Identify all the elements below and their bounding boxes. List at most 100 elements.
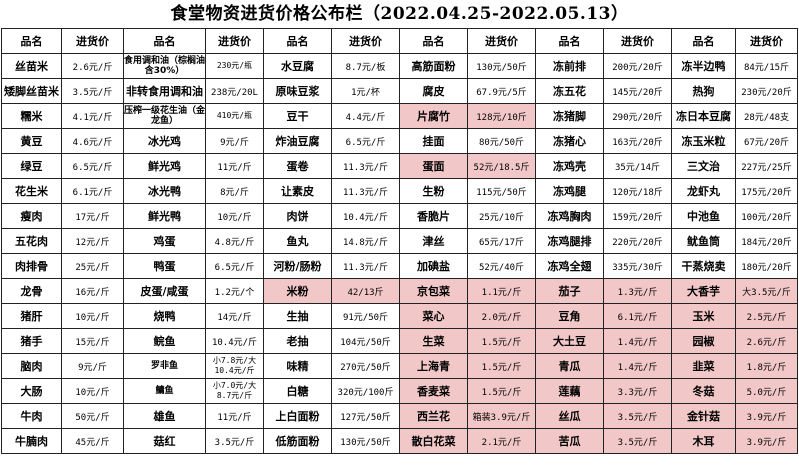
item-name-cell: 冻猪脚 [535, 103, 604, 129]
item-name-cell: 鲜光鸡 [123, 153, 206, 179]
item-price-cell: 290元/20斤 [603, 103, 672, 129]
item-price-cell: 52元/18.5斤 [467, 153, 536, 179]
item-price-cell: 3.3元/斤 [603, 378, 672, 404]
item-price-cell: 180元/20斤 [735, 253, 798, 279]
item-price-cell: 42/13斤 [331, 278, 400, 304]
item-price-cell: 145元/20斤 [603, 78, 672, 104]
item-price-cell: 130元/50斤 [467, 53, 536, 79]
item-price-cell: 1.5元/斤 [467, 378, 536, 404]
item-name-cell: 蛋卷 [263, 153, 332, 179]
item-name-cell: 鱼丸 [263, 228, 332, 254]
item-price-cell: 12元/斤 [61, 228, 124, 254]
item-name-cell: 豆干 [263, 103, 332, 129]
item-name-cell: 京包菜 [399, 278, 468, 304]
item-name-cell: 脑肉 [1, 353, 62, 379]
item-name-cell: 冰光鸭 [123, 178, 206, 204]
item-name-cell: 大肠 [1, 378, 62, 404]
item-price-cell: 130元/50斤 [331, 428, 400, 454]
table-row: 五花肉 12元/斤 鸡蛋 4.8元/斤 鱼丸 14.8元/斤 津丝 65元/17斤 冻鸡腿排 22… [1, 228, 798, 254]
item-name-cell: 龙骨 [1, 278, 62, 304]
item-name-cell: 西兰花 [399, 403, 468, 429]
item-price-cell: 159元/20斤 [603, 203, 672, 229]
table-row: 脑肉 9元/斤 罗非鱼 小7.8元/大10.4元/斤 味精 270元/50斤 上海青 1.5元… [1, 353, 798, 379]
item-price-cell: 3.9元/斤 [735, 403, 798, 429]
item-name-cell: 鲩鱼 [123, 328, 206, 354]
item-price-cell: 4.6元/斤 [61, 128, 124, 154]
item-name-cell: 黄豆 [1, 128, 62, 154]
item-name-cell: 绿豆 [1, 153, 62, 179]
item-name-cell: 味精 [263, 353, 332, 379]
item-price-cell: 8元/斤 [205, 178, 264, 204]
item-name-cell: 老抽 [263, 328, 332, 354]
item-name-cell: 牛肉 [1, 403, 62, 429]
item-price-cell: 65元/17斤 [467, 228, 536, 254]
item-name-cell: 加碘盐 [399, 253, 468, 279]
item-price-cell: 28元/48支 [735, 103, 798, 129]
item-price-cell: 1.8元/斤 [735, 353, 798, 379]
item-price-cell: 17元/斤 [61, 203, 124, 229]
item-price-cell: 16元/斤 [61, 278, 124, 304]
item-price-cell: 11.3元/斤 [331, 153, 400, 179]
item-name-cell: 木耳 [671, 428, 736, 454]
item-name-cell: 生粉 [399, 178, 468, 204]
item-name-cell: 生菜 [399, 328, 468, 354]
item-price-cell: 2.6元/斤 [735, 328, 798, 354]
item-price-cell: 10元/斤 [61, 378, 124, 404]
item-name-cell: 冬菇 [671, 378, 736, 404]
item-name-cell: 牛腩肉 [1, 428, 62, 454]
item-name-cell: 三文治 [671, 153, 736, 179]
item-price-cell: 3.5元/斤 [603, 428, 672, 454]
item-name-cell: 让素皮 [263, 178, 332, 204]
item-price-cell: 3.5元/斤 [603, 403, 672, 429]
item-name-cell: 大香芋 [671, 278, 736, 304]
item-price-cell: 184元/20斤 [735, 228, 798, 254]
item-name-cell: 瘦肉 [1, 203, 62, 229]
item-name-cell: 韭菜 [671, 353, 736, 379]
item-name-cell: 莲藕 [535, 378, 604, 404]
table-row: 大肠 10元/斤 鳙鱼 小7.0元/大8.7元/斤 白糖 320元/100斤 香麦菜 1.5元… [1, 378, 798, 404]
item-price-cell: 1.2元/个 [205, 278, 264, 304]
column-header: 品名 [1, 28, 62, 54]
item-name-cell: 菇红 [123, 428, 206, 454]
column-header: 进货价 [61, 28, 124, 54]
item-name-cell: 猪手 [1, 328, 62, 354]
item-name-cell: 矮脚丝苗米 [1, 78, 62, 104]
item-price-cell: 200元/20斤 [603, 53, 672, 79]
item-name-cell: 米粉 [263, 278, 332, 304]
item-name-cell: 花生米 [1, 178, 62, 204]
item-name-cell: 水豆腐 [263, 53, 332, 79]
item-name-cell: 片腐竹 [399, 103, 468, 129]
item-price-cell: 67元/20斤 [735, 128, 798, 154]
table-row: 牛腩肉 45元/斤 菇红 3.5元/斤 低筋面粉 130元/50斤 散白花菜 2.1元/斤 苦瓜… [1, 428, 798, 454]
item-price-cell: 100元/20斤 [735, 203, 798, 229]
item-price-cell: 14.8元/斤 [331, 228, 400, 254]
item-price-cell: 11元/斤 [205, 403, 264, 429]
column-header: 品名 [399, 28, 468, 54]
item-price-cell: 1.4元/斤 [603, 353, 672, 379]
item-name-cell: 低筋面粉 [263, 428, 332, 454]
item-name-cell: 罗非鱼 [123, 353, 206, 379]
item-name-cell: 蛋面 [399, 153, 468, 179]
table-row: 绿豆 6.5元/斤 鲜光鸡 11元/斤 蛋卷 11.3元/斤 蛋面 52元/18.5斤 冻鸡壳 3… [1, 153, 798, 179]
item-price-cell: 84元/15斤 [735, 53, 798, 79]
item-name-cell: 腐皮 [399, 78, 468, 104]
column-header: 品名 [671, 28, 736, 54]
item-price-cell: 410元/瓶 [205, 103, 264, 129]
item-price-cell: 11.3元/斤 [331, 253, 400, 279]
item-name-cell: 肉排骨 [1, 253, 62, 279]
item-name-cell: 苦瓜 [535, 428, 604, 454]
item-price-cell: 35元/14斤 [603, 153, 672, 179]
item-price-cell: 238元/20L [205, 78, 264, 104]
table-row: 龙骨 16元/斤 皮蛋/咸蛋 1.2元/个 米粉 42/13斤 京包菜 1.1元/斤 茄子 1.3… [1, 278, 798, 304]
item-name-cell: 青瓜 [535, 353, 604, 379]
item-name-cell: 原味豆浆 [263, 78, 332, 104]
item-name-cell: 豆角 [535, 303, 604, 329]
item-price-cell: 3.5元/斤 [61, 78, 124, 104]
item-price-cell: 104元/50斤 [331, 328, 400, 354]
item-name-cell: 冻玉米粒 [671, 128, 736, 154]
item-price-cell: 15元/斤 [61, 328, 124, 354]
item-name-cell: 糯米 [1, 103, 62, 129]
item-name-cell: 上海青 [399, 353, 468, 379]
item-price-cell: 128元/10斤 [467, 103, 536, 129]
